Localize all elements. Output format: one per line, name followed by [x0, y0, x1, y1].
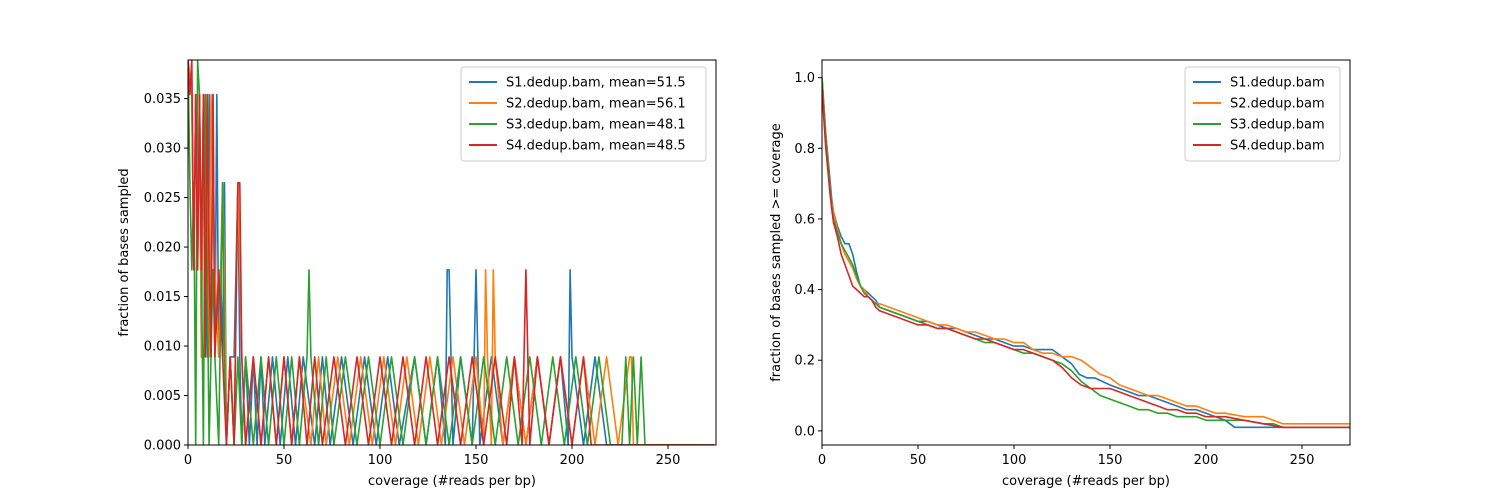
chart1-x-tick-label: 50 — [910, 453, 927, 468]
chart1-axes-frame — [821, 59, 1351, 446]
chart0-legend-label-1: S1.dedup.bam, mean=51.5 — [506, 76, 686, 91]
chart1-y-axis-label: fraction of bases sampled >= coverage — [769, 123, 784, 382]
chart1-y-tick-label: 1.0 — [794, 71, 815, 86]
chart1-x-tick-label: 200 — [1194, 453, 1219, 468]
chart0-y-tick-label: 0.010 — [144, 340, 181, 355]
chart1-legend: S1.dedup.bam S2.dedup.bam S3.dedup.bam S4.d… — [1184, 66, 1341, 162]
chart1-legend-label-4: S4.dedup.bam — [1230, 139, 1325, 154]
chart0-series-line-3 — [188, 60, 715, 445]
chart1-x-tick-label: 100 — [1002, 453, 1027, 468]
chart1-y-tick-label: 0.2 — [794, 354, 815, 369]
chart0-x-tick-label: 100 — [368, 453, 393, 468]
chart0-legend-label-4: S4.dedup.bam, mean=48.5 — [506, 139, 686, 154]
chart1-x-tick-label: 0 — [818, 453, 826, 468]
chart1-x-axis-label: coverage (#reads per bp) — [1002, 474, 1170, 489]
chart1-y-tick-label: 0.8 — [794, 142, 815, 157]
chart0-y-tick-label: 0.025 — [144, 191, 181, 206]
chart0-legend-box — [460, 66, 707, 162]
chart1-x-tick-label: 150 — [1098, 453, 1123, 468]
chart1-legend-label-1: S1.dedup.bam — [1230, 76, 1325, 91]
chart1-y-tick-label: 0.0 — [794, 424, 815, 439]
chart0-y-tick-label: 0.000 — [144, 439, 181, 454]
chart0-x-tick-label: 0 — [184, 453, 192, 468]
chart0-x-axis-label: coverage (#reads per bp) — [368, 474, 536, 489]
chart1-legend-box — [1184, 66, 1341, 162]
chart0-axes-frame — [187, 59, 717, 446]
chart0-y-tick-label: 0.030 — [144, 142, 181, 157]
chart0-x-tick-label: 50 — [276, 453, 293, 468]
chart0-y-tick-label: 0.020 — [144, 241, 181, 256]
chart0-legend-label-3: S3.dedup.bam, mean=48.1 — [506, 118, 686, 133]
chart1-y-tick-label: 0.6 — [794, 212, 815, 227]
chart1-series-line-3 — [822, 77, 1350, 429]
chart0-series-group — [188, 60, 715, 445]
chart0-legend-label-2: S2.dedup.bam, mean=56.1 — [506, 97, 686, 112]
chart0-x-tick-label: 200 — [560, 453, 585, 468]
cumulative-coverage-chart: 0 50 100 150 200 250 0.0 0.2 0.4 0.6 0.8 1.0 coverag… — [769, 59, 1351, 489]
chart0-y-tick-label: 0.035 — [144, 92, 181, 107]
chart1-legend-label-3: S3.dedup.bam — [1230, 118, 1325, 133]
chart0-x-tick-label: 250 — [656, 453, 681, 468]
chart0-legend: S1.dedup.bam, mean=51.5 S2.dedup.bam, mea… — [460, 66, 707, 162]
chart0-y-tick-label: 0.005 — [144, 389, 181, 404]
chart1-series-line-2 — [822, 77, 1350, 425]
chart1-series-group — [822, 77, 1350, 429]
histogram-chart: 0 50 100 150 200 250 0.000 0.005 0.010 0.015 0.020… — [117, 59, 717, 489]
chart1-legend-label-2: S2.dedup.bam — [1230, 97, 1325, 112]
chart1-series-line-4 — [822, 84, 1350, 429]
chart0-x-tick-label: 150 — [464, 453, 489, 468]
chart1-x-tick-label: 250 — [1290, 453, 1315, 468]
chart0-y-tick-label: 0.015 — [144, 290, 181, 305]
chart1-y-tick-label: 0.4 — [794, 283, 815, 298]
chart0-series-line-4 — [188, 60, 715, 445]
chart0-y-axis-label: fraction of bases sampled — [117, 168, 132, 336]
